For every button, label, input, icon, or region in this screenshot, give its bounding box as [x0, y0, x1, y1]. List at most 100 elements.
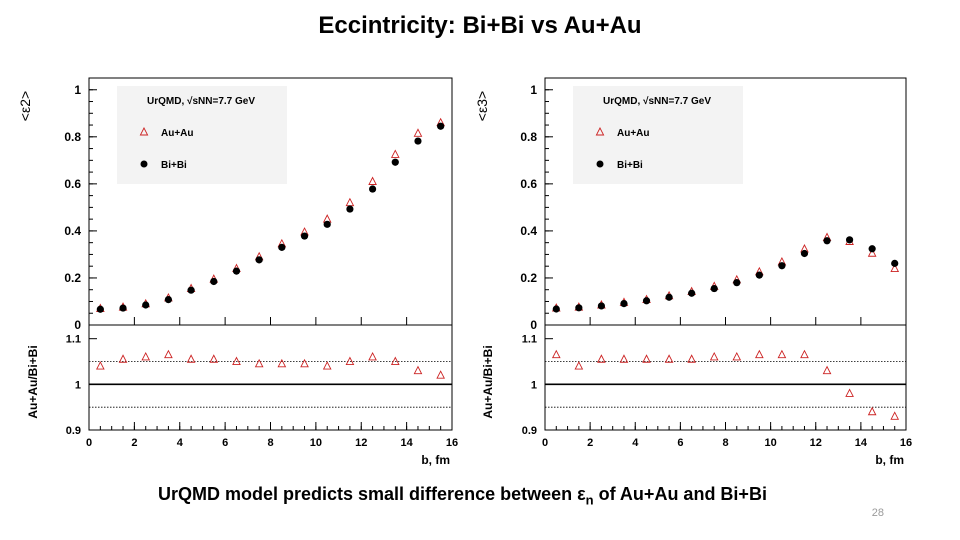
legend-label-bi: Bi+Bi [617, 160, 643, 171]
y-tick-label-ratio: 1 [75, 379, 81, 391]
legend-label-au: Au+Au [617, 128, 650, 139]
point-ratio [732, 351, 742, 361]
caption-subscript: n [585, 492, 594, 508]
point-ratio [368, 351, 377, 361]
x-tick-label: 6 [677, 437, 683, 449]
point-bi-bi [368, 185, 377, 193]
x-tick-label: 4 [632, 437, 639, 449]
slide-title: Eccintricity: Bi+Bi vs Au+Au [318, 12, 642, 39]
y-axis-title-top: <ε3> [474, 91, 490, 121]
point-bi-bi [391, 158, 399, 166]
y-tick-label-top: 0.4 [64, 224, 81, 238]
point-bi-bi [96, 305, 104, 313]
point-ratio [254, 358, 264, 368]
point-ratio [118, 354, 128, 363]
point-ratio [232, 356, 241, 365]
point-ratio [345, 356, 355, 365]
x-tick-label: 16 [900, 437, 912, 449]
y-tick-label-top: 1 [74, 83, 81, 97]
legend-header: UrQMD, √sNN=7.7 GeV [603, 96, 711, 107]
point-bi-bi [346, 205, 354, 213]
point-bi-bi [868, 245, 876, 253]
y-tick-label-top: 0 [74, 318, 81, 332]
x-tick-label: 8 [267, 437, 273, 449]
legend: UrQMD, √sNN=7.7 GeV Au+Au Bi+Bi [117, 86, 287, 184]
x-tick-label: 12 [810, 437, 822, 449]
point-bi-bi [665, 293, 673, 301]
point-au-au [890, 263, 900, 272]
y-tick-label-top: 0.6 [520, 177, 537, 191]
point-au-au [413, 128, 423, 137]
y-tick-label-ratio: 1.1 [66, 334, 81, 346]
y-tick-label-top: 0.6 [64, 177, 81, 191]
point-bi-bi [300, 232, 309, 240]
point-au-au [390, 149, 400, 158]
y-tick-label-top: 1 [530, 83, 537, 97]
point-ratio [800, 349, 809, 359]
point-bi-bi [891, 259, 899, 267]
point-bi-bi [552, 305, 560, 313]
x-tick-label: 12 [355, 437, 367, 449]
point-bi-bi [437, 122, 445, 130]
point-ratio [436, 370, 445, 379]
legend-label-au: Au+Au [161, 128, 194, 139]
x-tick-label: 0 [86, 437, 92, 449]
legend: UrQMD, √sNN=7.7 GeV Au+Au Bi+Bi [573, 86, 743, 184]
y-tick-label-top: 0.2 [520, 271, 537, 285]
y-axis-title-top: <ε2> [17, 91, 33, 121]
slide-caption: UrQMD model predicts small difference be… [158, 484, 767, 508]
x-tick-label: 8 [722, 437, 728, 449]
point-bi-bi [414, 137, 422, 145]
point-ratio [141, 351, 151, 361]
y-tick-label-ratio: 0.9 [522, 425, 537, 437]
point-ratio [164, 349, 173, 359]
point-bi-bi [710, 284, 718, 293]
y-tick-label-ratio: 0.9 [66, 425, 81, 437]
caption-text-post: of Au+Au and Bi+Bi [593, 484, 767, 504]
slide-number: 28 [871, 507, 884, 519]
caption-text-pre: UrQMD model predicts small difference be… [158, 484, 586, 504]
point-bi-bi [575, 304, 583, 312]
x-tick-label: 10 [765, 437, 777, 449]
point-bi-bi [210, 277, 218, 286]
x-tick-label: 14 [401, 437, 414, 449]
x-tick-label: 2 [131, 437, 137, 449]
x-tick-label: 0 [542, 437, 548, 449]
point-ratio [413, 365, 423, 375]
x-tick-label: 6 [222, 437, 228, 449]
x-tick-label: 14 [855, 437, 868, 449]
y-tick-label-ratio: 1.1 [522, 334, 537, 346]
point-ratio [709, 351, 719, 361]
y-tick-label-top: 0.4 [520, 224, 537, 238]
legend-label-bi: Bi+Bi [161, 160, 187, 171]
point-ratio [664, 354, 674, 363]
point-ratio [822, 365, 832, 375]
legend-marker-au [595, 127, 605, 136]
legend-marker-bi [596, 160, 604, 168]
y-tick-label-top: 0 [530, 318, 537, 332]
x-axis-title: b, fm [875, 453, 904, 467]
point-bi-bi [597, 302, 606, 310]
point-bi-bi [232, 267, 241, 275]
point-ratio [845, 388, 854, 397]
x-tick-label: 4 [177, 437, 184, 449]
point-bi-bi [278, 243, 286, 251]
point-ratio [777, 349, 787, 359]
point-ratio [186, 354, 196, 363]
point-ratio [390, 356, 400, 365]
point-ratio [867, 406, 877, 416]
point-ratio [277, 358, 287, 368]
x-axis-title: b, fm [421, 453, 450, 467]
y-tick-label-top: 0.8 [64, 130, 81, 144]
point-au-au [867, 248, 877, 257]
point-ratio [300, 358, 309, 368]
point-au-au [368, 176, 377, 185]
x-tick-label: 16 [446, 437, 458, 449]
point-bi-bi [800, 249, 809, 258]
point-ratio [551, 349, 561, 359]
point-ratio [890, 411, 900, 420]
point-bi-bi [688, 289, 696, 297]
point-ratio [755, 349, 764, 359]
